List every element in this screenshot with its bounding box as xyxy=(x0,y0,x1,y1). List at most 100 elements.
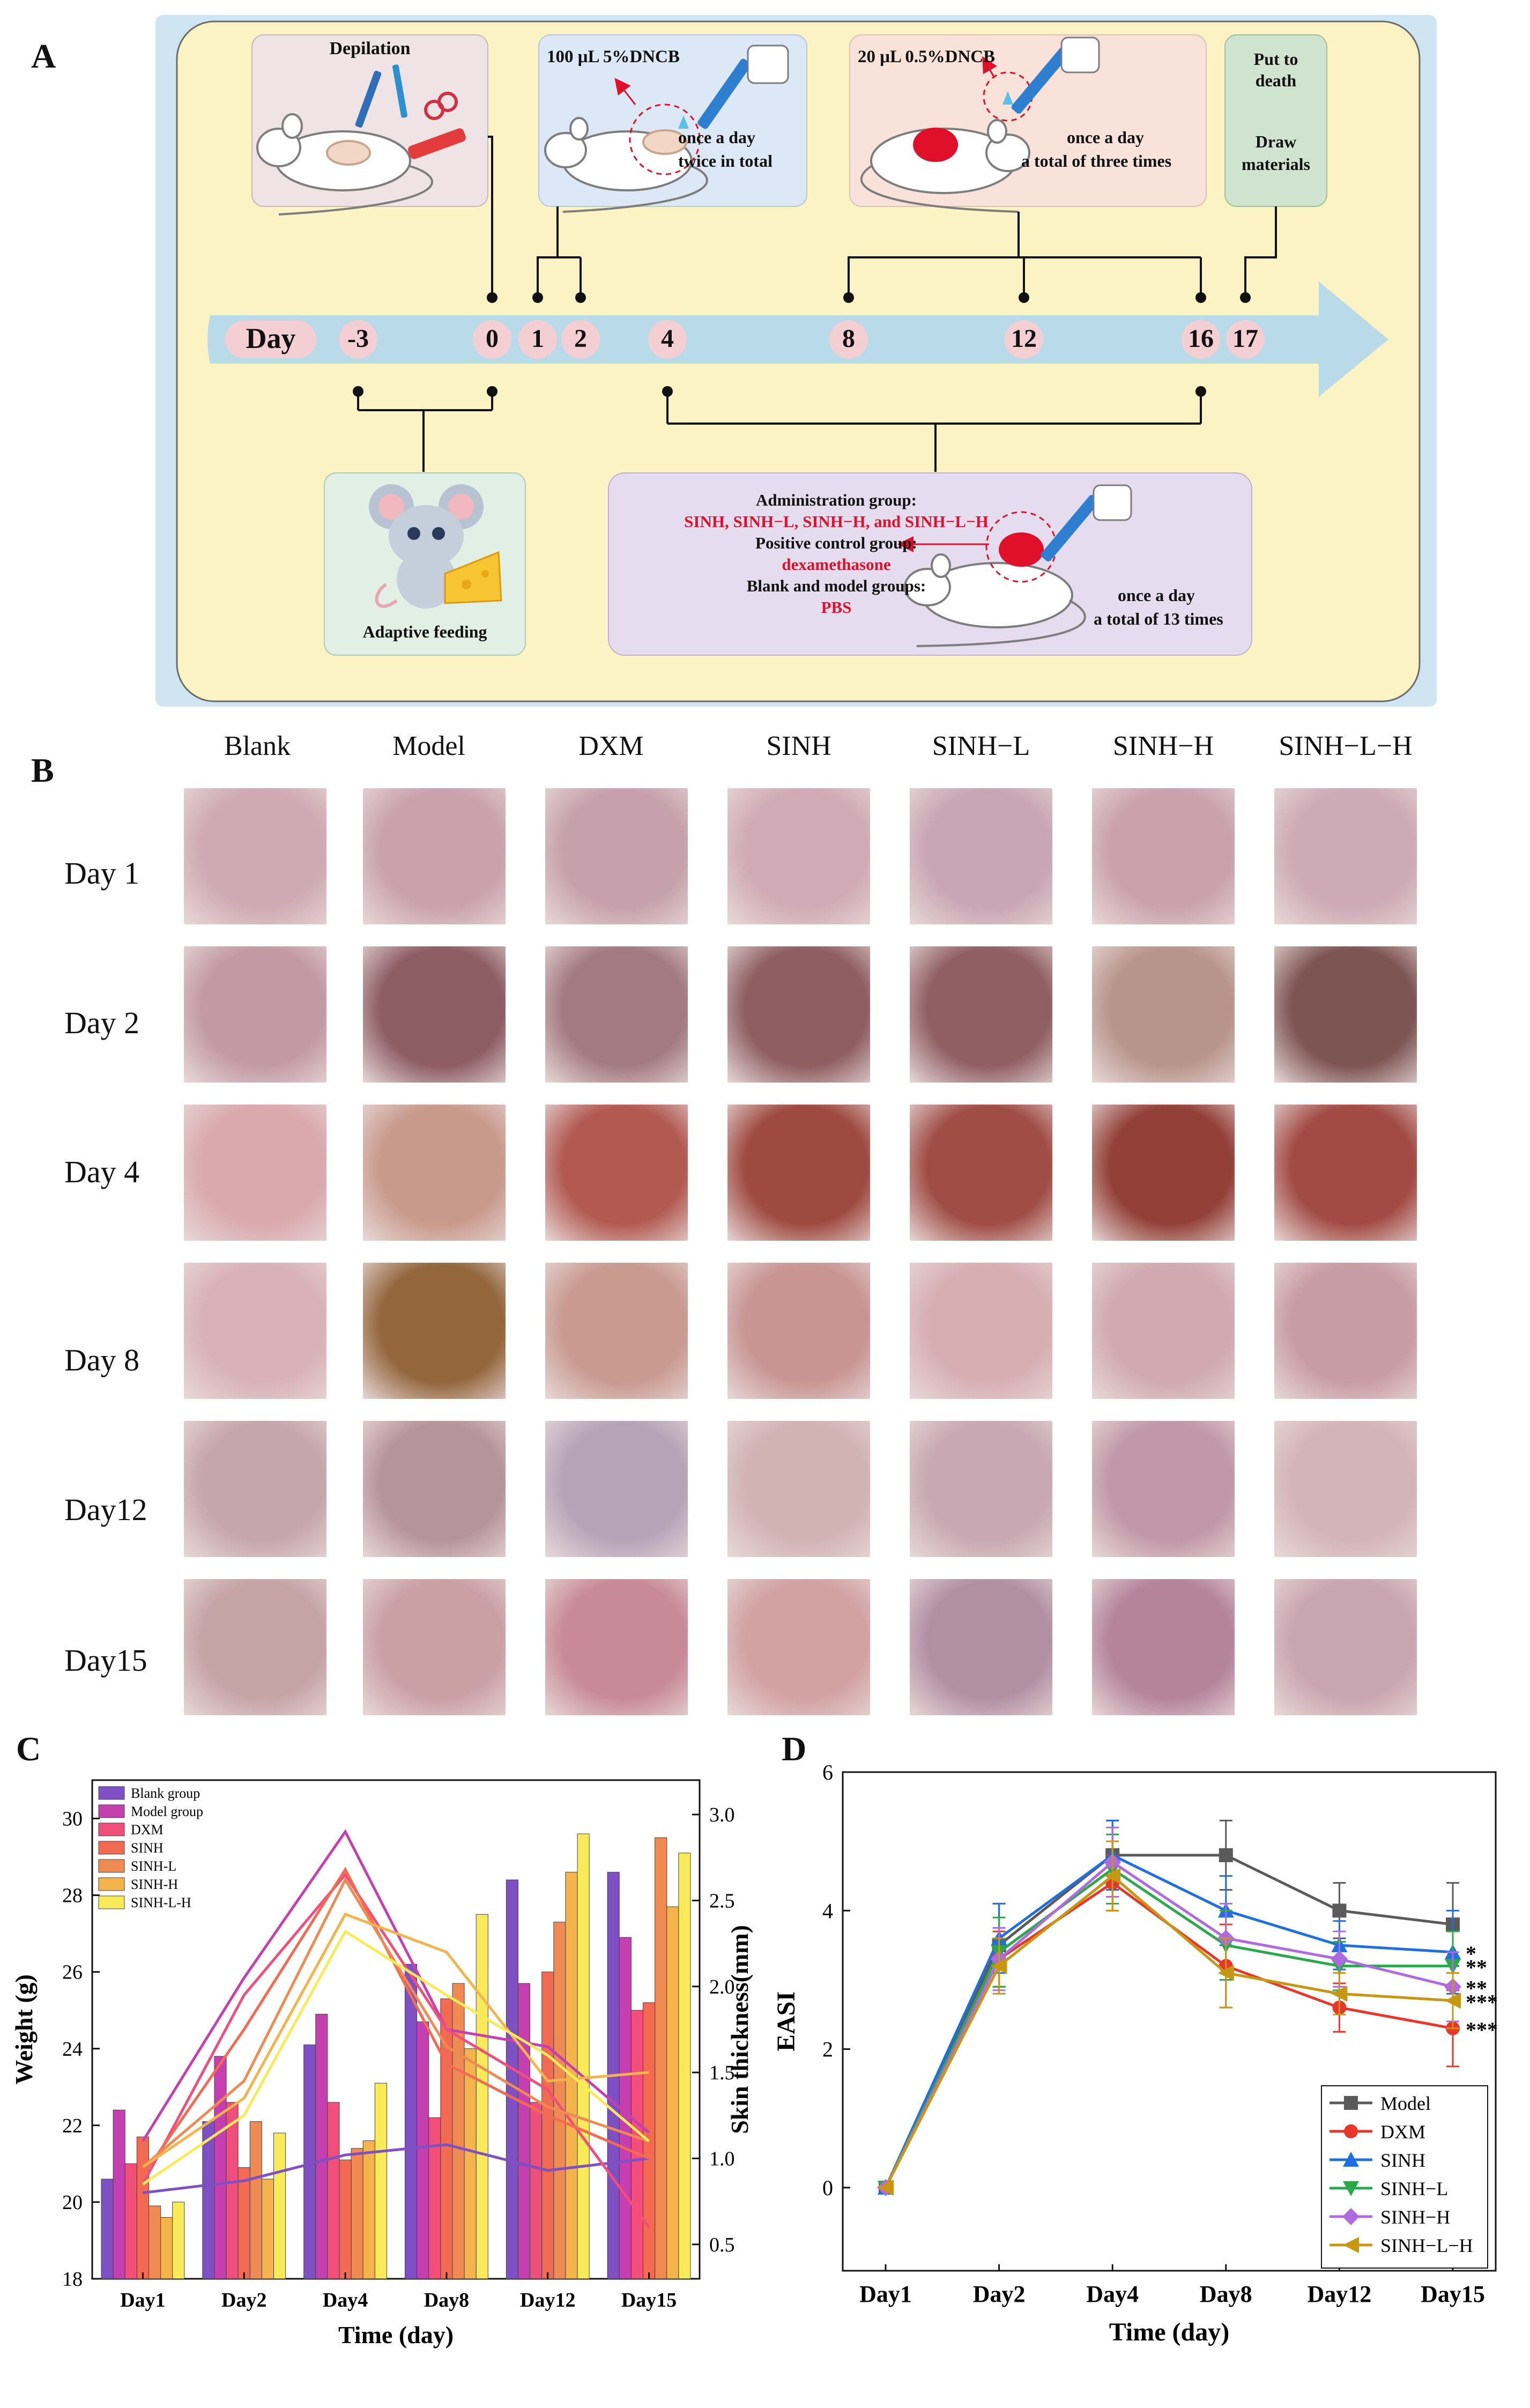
skin-photo xyxy=(727,788,870,924)
administration-box xyxy=(608,472,1252,656)
data-point xyxy=(878,2180,894,2196)
skin-photo xyxy=(1092,946,1235,1083)
y-axis-label: Weight (g) xyxy=(10,1974,38,2085)
row-label: Day 4 xyxy=(64,1154,140,1189)
data-point xyxy=(1342,2208,1360,2225)
bar xyxy=(577,1833,590,2279)
bar xyxy=(172,2202,185,2279)
legend-box xyxy=(1321,2085,1488,2269)
legend-label: SINH−L xyxy=(1380,2178,1448,2199)
skin-photo xyxy=(727,1579,870,1715)
column-label: SINH xyxy=(766,731,831,761)
y2-axis-label: Skin thickness(mm) xyxy=(726,1925,753,2134)
x-tick-label: Day1 xyxy=(120,2289,165,2311)
data-point xyxy=(1331,1985,1348,2002)
bar xyxy=(351,2148,363,2279)
skin-photo xyxy=(545,1579,688,1715)
bar xyxy=(261,2179,274,2279)
y-tick-label: 2 xyxy=(822,2037,833,2062)
x-tick-label: Day15 xyxy=(621,2289,677,2311)
x-tick-label: Day12 xyxy=(1308,2281,1372,2307)
x-tick-label: Day4 xyxy=(323,2289,368,2311)
skin-photo xyxy=(910,1105,1052,1241)
legend-swatch xyxy=(98,1841,125,1855)
end-line-1: Put to xyxy=(1253,49,1298,69)
legend-label: Blank group xyxy=(131,1785,200,1801)
timeline-day: 0 xyxy=(486,324,499,353)
legend-swatch xyxy=(98,1877,125,1891)
skin-photo xyxy=(727,946,870,1083)
legend-label: SINH-L xyxy=(131,1858,176,1874)
data-point xyxy=(1343,2237,1359,2253)
thickness-line xyxy=(142,1913,649,2168)
x-tick-label: Day2 xyxy=(973,2281,1026,2307)
bar xyxy=(678,1853,691,2279)
timeline-day-label: Day xyxy=(246,322,296,354)
legend-label: DXM xyxy=(131,1822,164,1838)
x-tick-label: Day4 xyxy=(1086,2281,1139,2307)
bar xyxy=(148,2205,161,2279)
legend-label: SINH xyxy=(1380,2150,1425,2171)
bar xyxy=(530,2102,543,2279)
mouse-icon xyxy=(860,119,1030,213)
legend-label: DXM xyxy=(1380,2121,1425,2143)
end-line-4: materials xyxy=(1242,154,1310,174)
pipette-icon xyxy=(1041,484,1132,562)
row-label: Day 1 xyxy=(64,856,140,891)
skin-photo xyxy=(184,1579,326,1715)
cartoon-mouse-icon xyxy=(369,484,502,609)
data-point xyxy=(1344,2096,1358,2110)
admin-line-2: SINH, SINH−L, SINH−H, and SINH−L−H xyxy=(684,512,989,531)
row-label: Day 8 xyxy=(64,1343,140,1377)
panel-c-letter: C xyxy=(16,1730,41,1768)
skin-photo xyxy=(910,1263,1052,1399)
x-tick-label: Day12 xyxy=(520,2289,575,2311)
skin-photo xyxy=(1274,788,1417,924)
y-tick-label: 18 xyxy=(62,2268,83,2291)
sensitization-dose: 100 μL 5%DNCB xyxy=(547,47,680,66)
bar xyxy=(249,2121,262,2279)
bar xyxy=(506,1879,518,2279)
x-tick-label: Day1 xyxy=(859,2281,912,2307)
skin-photo xyxy=(363,946,506,1083)
easi-line xyxy=(884,1874,1453,2189)
column-label: SINH−L−H xyxy=(1279,731,1413,761)
legend-swatch xyxy=(98,1859,125,1873)
bar xyxy=(315,2013,328,2279)
easi-line xyxy=(884,1867,1453,2189)
x-tick-label: Day2 xyxy=(221,2289,266,2311)
end-line-3: Draw xyxy=(1255,132,1297,151)
skin-photo xyxy=(1274,946,1417,1083)
day-label-pill xyxy=(225,321,316,358)
bar xyxy=(214,2056,227,2279)
admin-freq-2: a total of 13 times xyxy=(1094,609,1223,628)
y-tick-label: 28 xyxy=(62,1885,83,1907)
bar xyxy=(428,2117,441,2279)
data-point xyxy=(991,1958,1007,1974)
bar xyxy=(237,2167,250,2279)
significance-label: ** xyxy=(1466,1976,1487,2000)
skin-photo xyxy=(1092,1263,1235,1399)
legend-label: SINH−L−H xyxy=(1380,2235,1473,2256)
timeline-day: 1 xyxy=(531,324,544,353)
mouse-icon xyxy=(544,103,708,213)
bar xyxy=(452,1983,465,2279)
x-axis-label: Time (day) xyxy=(1109,2318,1229,2346)
column-label: SINH−H xyxy=(1112,731,1214,761)
day-circles xyxy=(339,320,1265,359)
timeline-day: 2 xyxy=(574,324,587,353)
y-axis-label: EASI xyxy=(772,1991,800,2051)
sensitization-freq-2: twice in total xyxy=(678,151,773,171)
legend-swatch xyxy=(98,1786,125,1800)
y2-tick-label: 0.5 xyxy=(709,2234,735,2256)
skin-photo xyxy=(363,1263,506,1399)
skin-photo xyxy=(1274,1421,1417,1557)
data-point xyxy=(1445,1992,1461,2009)
data-point xyxy=(1344,2124,1358,2138)
timeline-connectors xyxy=(488,136,1277,298)
skin-photo xyxy=(910,1579,1052,1715)
y-tick-label: 24 xyxy=(62,2038,83,2061)
column-label: Model xyxy=(392,731,465,761)
legend-label: SINH xyxy=(131,1840,164,1856)
skin-photo xyxy=(1274,1105,1417,1241)
